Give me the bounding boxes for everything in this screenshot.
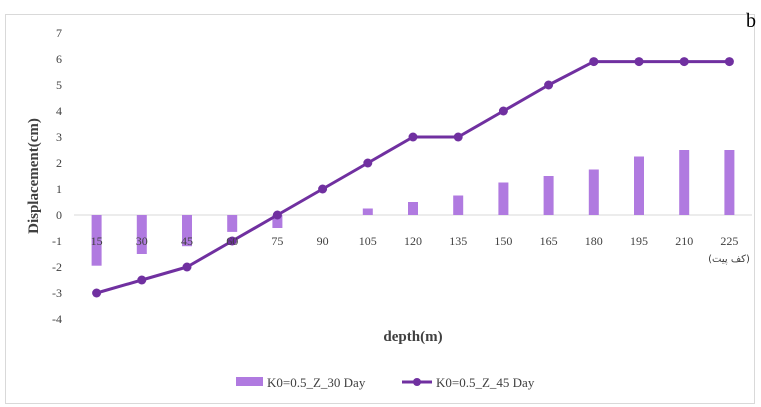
x-tick-label: 180: [585, 234, 603, 248]
y-tick-label: -4: [52, 312, 62, 326]
legend-swatch-bar: [236, 377, 263, 386]
bar: [182, 215, 192, 247]
line-point: [272, 210, 282, 220]
x-tick-label: 105: [359, 234, 377, 248]
legend: K0=0.5_Z_30 Day K0=0.5_Z_45 Day: [236, 375, 535, 390]
line-point: [544, 80, 554, 90]
chart-frame: [5, 14, 755, 404]
bar: [272, 215, 283, 228]
bar: [362, 208, 373, 215]
bar: [634, 156, 644, 215]
bar: [453, 195, 464, 215]
x-tick-label: 60: [226, 234, 238, 248]
x-tick-label: 45: [181, 234, 193, 248]
x-tick-note: (کف پیت): [708, 254, 750, 265]
bar: [498, 182, 509, 215]
x-axis-label: depth(m): [383, 329, 442, 345]
x-tick-label: 195: [630, 234, 648, 248]
y-tick-label: -3: [52, 286, 62, 300]
line-point: [634, 57, 644, 67]
y-tick-label: -1: [52, 234, 62, 248]
legend-label-line: K0=0.5_Z_45 Day: [436, 375, 535, 390]
line-point: [318, 184, 328, 194]
y-tick-label: 7: [56, 26, 62, 40]
y-tick-label: 1: [56, 182, 62, 196]
y-tick-label: 6: [56, 52, 62, 66]
line-point: [137, 275, 147, 285]
line-point: [408, 132, 418, 142]
line-point: [724, 57, 734, 67]
y-tick-label: 2: [56, 156, 62, 170]
x-tick-label: 30: [136, 234, 148, 248]
legend-label-bar: K0=0.5_Z_30 Day: [267, 375, 366, 390]
line-point: [92, 288, 102, 298]
bar: [679, 150, 690, 215]
x-tick-label: 165: [540, 234, 558, 248]
line-series: [92, 57, 734, 298]
panel-label: b: [746, 10, 756, 32]
line-point: [182, 262, 192, 272]
line-point: [589, 57, 599, 67]
x-tick-label: 150: [494, 234, 512, 248]
y-axis-ticks: 7 6 5 4 3 2 1 0 -1 -2 -3 -4: [52, 26, 62, 326]
bar: [543, 176, 554, 215]
x-tick-label: 90: [317, 234, 329, 248]
y-tick-label: 3: [56, 130, 62, 144]
bar: [91, 215, 102, 266]
x-tick-label: 210: [675, 234, 693, 248]
bar: [408, 202, 418, 215]
y-tick-label: -2: [52, 260, 62, 274]
line-point: [498, 106, 508, 116]
line-point: [679, 57, 689, 67]
line-point: [363, 158, 373, 168]
bar: [136, 215, 147, 254]
x-tick-label: 15: [91, 234, 103, 248]
legend-swatch-marker: [413, 378, 421, 386]
y-tick-label: 5: [56, 78, 62, 92]
y-axis-label: Displacement(cm): [26, 118, 42, 234]
y-tick-label: 0: [56, 208, 62, 222]
x-axis-ticks: 15 30 45 60 75 90 105 120 135 150 165 180 195 210 225: [91, 234, 739, 248]
line-point: [453, 132, 463, 142]
line-point: [227, 236, 237, 246]
bar: [227, 215, 238, 232]
x-tick-label: 75: [271, 234, 283, 248]
x-tick-label: 225: [720, 234, 738, 248]
bar: [588, 169, 599, 215]
y-tick-label: 4: [56, 104, 62, 118]
x-tick-label: 120: [404, 234, 422, 248]
bar: [724, 150, 735, 215]
bar-series: [91, 150, 735, 266]
x-tick-label: 135: [449, 234, 467, 248]
